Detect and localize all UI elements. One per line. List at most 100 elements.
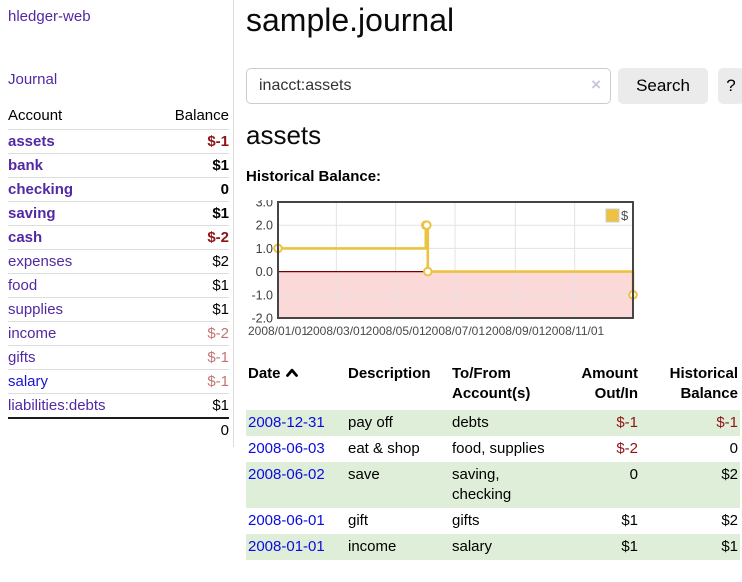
transaction-balance: $2: [721, 512, 738, 529]
sidebar-account-link[interactable]: supplies: [8, 301, 64, 318]
register-header-balance: Historical Balance: [669, 365, 738, 402]
transaction-description: save: [348, 466, 380, 483]
accounts-table-body: assets $-1 bank $1 checking 0 saving $1 cash $-2 e…: [8, 129, 229, 418]
account-balance: $1: [150, 273, 229, 298]
register-header-accounts: To/From Account(s): [452, 365, 531, 402]
transaction-row: 2008-01-01 income salary $1 $1: [246, 534, 740, 560]
account-row: income $-2: [8, 321, 229, 346]
transaction-date-link[interactable]: 2008-06-01: [248, 512, 325, 529]
legend-label: $: [621, 208, 629, 223]
clear-search-icon[interactable]: ×: [591, 75, 601, 94]
account-row: checking 0: [8, 177, 229, 202]
transaction-amount: $1: [621, 538, 638, 555]
register-header-description: Description: [348, 365, 431, 382]
transaction-balance: $-1: [716, 414, 738, 431]
balance-column-header: Balance: [174, 107, 229, 124]
transaction-date-link[interactable]: 2008-06-03: [248, 440, 325, 457]
account-row: expenses $2: [8, 249, 229, 274]
transaction-row: 2008-06-02 save saving, checking 0 $2: [246, 462, 740, 508]
historical-balance-chart[interactable]: $3.0 2.0 1.0 0.0 -1.0 -2.02008/01/012008/03/0…: [246, 200, 646, 342]
transaction-balance: 0: [729, 440, 738, 457]
y-tick-label: 3.0: [256, 200, 273, 210]
account-balance: $1: [150, 153, 229, 178]
transaction-balance: $1: [721, 538, 738, 555]
transaction-date-link[interactable]: 2008-06-02: [248, 466, 325, 483]
sidebar-account-link[interactable]: checking: [8, 181, 74, 198]
plot-border: [277, 201, 634, 319]
sidebar: hledger-web Journal Account Balance asse…: [0, 0, 234, 447]
legend-swatch: [605, 208, 620, 223]
register-header-date[interactable]: Date: [246, 364, 346, 410]
transaction-description: pay off: [348, 414, 393, 431]
account-row: bank $1: [8, 153, 229, 178]
account-column-header: Account: [8, 107, 63, 124]
account-row: liabilities:debts $1: [8, 393, 229, 418]
sort-ascending-icon: [285, 364, 299, 384]
y-tick-label: 0.0: [256, 265, 273, 279]
transaction-amount: $1: [621, 512, 638, 529]
sidebar-account-link[interactable]: liabilities:debts: [8, 397, 106, 414]
transaction-date-link[interactable]: 2008-01-01: [248, 538, 325, 555]
y-tick-label: 1.0: [256, 242, 273, 256]
account-balance: 0: [150, 177, 229, 202]
transaction-description: gift: [348, 512, 369, 529]
account-balance: $-2: [150, 225, 229, 250]
search-input[interactable]: [246, 68, 611, 104]
account-heading: assets: [246, 120, 322, 150]
search-button[interactable]: Search: [618, 68, 708, 104]
y-tick-label: -1.0: [251, 288, 273, 302]
transaction-accounts: gifts: [452, 512, 480, 529]
transaction-accounts: food, supplies: [452, 440, 545, 457]
y-tick-label: 2.0: [256, 219, 273, 233]
account-row: food $1: [8, 273, 229, 298]
sidebar-account-link[interactable]: food: [8, 277, 38, 294]
x-tick-label: 2008/11/01: [545, 324, 604, 338]
transaction-description: eat & shop: [348, 440, 420, 457]
account-balance: $1: [150, 297, 229, 322]
register-table-body: 2008-12-31 pay off debts $-1 $-1 2008-06-03 ea…: [246, 410, 740, 560]
help-button[interactable]: ?: [718, 68, 742, 104]
sidebar-account-link[interactable]: gifts: [8, 349, 36, 366]
transaction-amount: 0: [629, 466, 638, 483]
transaction-date-link[interactable]: 2008-12-31: [248, 414, 325, 431]
transaction-row: 2008-06-03 eat & shop food, supplies $-2 0: [246, 436, 740, 462]
account-row: gifts $-1: [8, 345, 229, 370]
sidebar-account-link[interactable]: expenses: [8, 253, 73, 270]
sidebar-account-link[interactable]: saving: [8, 205, 56, 222]
sidebar-account-link[interactable]: income: [8, 325, 57, 342]
transaction-accounts: debts: [452, 414, 489, 431]
sidebar-account-link[interactable]: assets: [8, 133, 55, 150]
transaction-row: 2008-12-31 pay off debts $-1 $-1: [246, 410, 740, 436]
search-bar: × Search ?: [246, 68, 742, 104]
transaction-amount: $-1: [616, 414, 638, 431]
account-row: assets $-1: [8, 129, 229, 154]
register-header-amount: Amount Out/In: [581, 365, 638, 402]
page-title: sample.journal: [246, 2, 455, 38]
sidebar-item-journal[interactable]: Journal: [8, 71, 58, 88]
sidebar-account-link[interactable]: salary: [8, 373, 49, 390]
account-row: cash $-2: [8, 225, 229, 250]
account-balance: $-1: [150, 129, 229, 154]
transaction-row: 2008-06-01 gift gifts $1 $2: [246, 508, 740, 534]
data-point-marker: [422, 220, 432, 231]
sidebar-account-link[interactable]: bank: [8, 157, 44, 174]
account-row: supplies $1: [8, 297, 229, 322]
account-balance: $-2: [150, 321, 229, 346]
transaction-balance: $2: [721, 466, 738, 483]
x-tick-label: 2008/05/01: [366, 324, 426, 338]
transaction-accounts: saving, checking: [452, 466, 512, 503]
x-tick-label: 2008/01/01: [248, 324, 308, 338]
data-point-marker: [423, 266, 433, 277]
chart-title: Historical Balance:: [246, 168, 382, 185]
accounts-total-row: 0: [8, 417, 229, 442]
accounts-total-balance: 0: [150, 417, 229, 442]
y-tick-label: -2.0: [251, 312, 273, 326]
account-balance: $2: [150, 249, 229, 274]
account-balance: $1: [150, 201, 229, 226]
x-tick-label: 2008/09/01: [485, 324, 545, 338]
account-balance: $-1: [150, 345, 229, 370]
register-table: Date Description To/From Account(s) Amou…: [246, 364, 740, 560]
sidebar-account-link[interactable]: cash: [8, 229, 43, 246]
app-title-link[interactable]: hledger-web: [8, 8, 91, 25]
x-tick-label: 2008/07/01: [425, 324, 485, 338]
